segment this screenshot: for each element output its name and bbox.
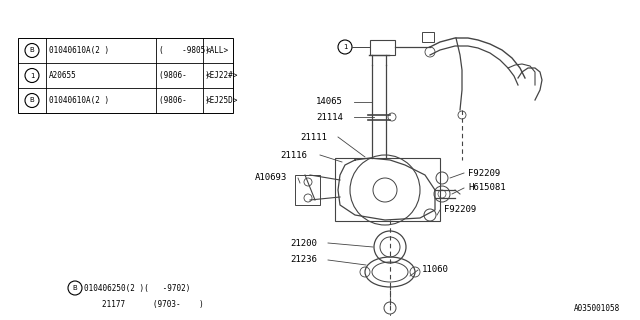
Text: 1: 1	[343, 44, 348, 50]
Text: 21200: 21200	[290, 238, 317, 247]
Text: B: B	[29, 47, 35, 53]
Text: 01040610A(2 ): 01040610A(2 )	[49, 46, 109, 55]
Bar	[335, 158, 440, 221]
Bar	[18, 38, 233, 113]
Text: 14065: 14065	[316, 98, 343, 107]
Text: A20655: A20655	[49, 71, 77, 80]
Text: F92209: F92209	[444, 205, 476, 214]
Text: <EJ25D>: <EJ25D>	[206, 96, 238, 105]
Text: A035001058: A035001058	[573, 304, 620, 313]
Bar	[370, 40, 395, 55]
Text: 11060: 11060	[422, 266, 449, 275]
Text: B: B	[29, 98, 35, 103]
Text: 21116: 21116	[280, 150, 307, 159]
Text: <EJ22#>: <EJ22#>	[206, 71, 238, 80]
Text: F92209: F92209	[468, 169, 500, 178]
Text: B: B	[72, 285, 77, 291]
Bar	[295, 175, 320, 205]
Text: (9806-    ): (9806- )	[159, 96, 210, 105]
Text: H615081: H615081	[468, 183, 506, 193]
Text: 01040610A(2 ): 01040610A(2 )	[49, 96, 109, 105]
Text: (    -9805): ( -9805)	[159, 46, 210, 55]
Text: 1: 1	[29, 73, 35, 78]
Text: A10693: A10693	[255, 173, 287, 182]
Text: <ALL>: <ALL>	[206, 46, 229, 55]
Text: (9806-    ): (9806- )	[159, 71, 210, 80]
Text: 010406250(2 )(   -9702): 010406250(2 )( -9702)	[84, 284, 190, 292]
Text: 21111: 21111	[300, 132, 327, 141]
Bar	[422, 32, 434, 42]
Text: 21177      (9703-    ): 21177 (9703- )	[102, 300, 204, 308]
Text: 21114: 21114	[316, 113, 343, 122]
Text: 21236: 21236	[290, 255, 317, 265]
